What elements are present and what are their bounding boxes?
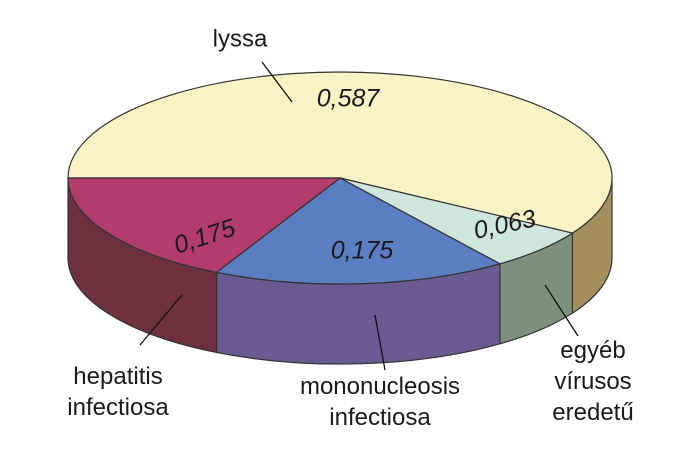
category-label: hepatitis infectiosa (67, 363, 169, 421)
leader-line (261, 61, 293, 103)
slice (67, 71, 613, 234)
leader-line (544, 284, 579, 337)
category-label: mononucleosis infectiosa (300, 373, 460, 431)
value-label: 0,587 (317, 85, 381, 113)
slice (67, 177, 342, 274)
slice (215, 177, 502, 285)
category-label: egyéb vírusos eredetű (552, 337, 633, 426)
leader-line (139, 294, 183, 346)
pie-sides (67, 177, 613, 365)
category-label: lyssa (213, 25, 268, 52)
value-label: 0,175 (331, 237, 394, 265)
leader-line (374, 314, 386, 371)
